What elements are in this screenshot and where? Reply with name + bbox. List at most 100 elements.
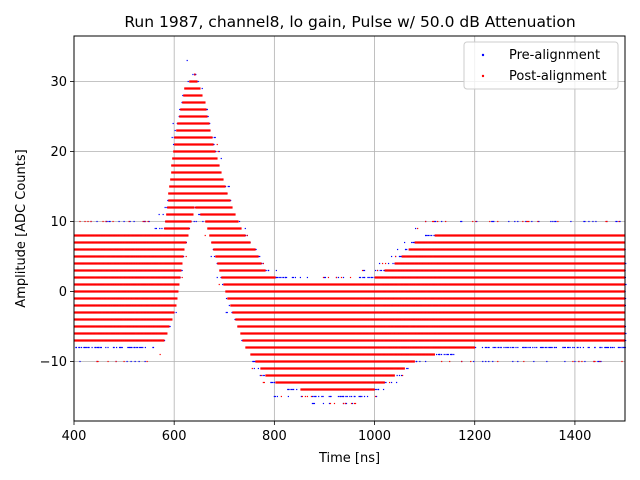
pre-alignment-point: [287, 388, 289, 391]
pre-alignment-point: [144, 360, 146, 363]
pre-alignment-point: [337, 276, 340, 279]
pre-alignment-point: [289, 388, 291, 391]
pre-alignment-point: [292, 388, 294, 391]
pre-alignment-point: [226, 311, 228, 314]
pre-alignment-point: [426, 234, 428, 237]
pre-alignment-point: [83, 346, 85, 349]
pre-alignment-point: [506, 346, 508, 349]
pre-alignment-point: [370, 276, 372, 279]
pre-alignment-point: [127, 346, 129, 349]
pre-alignment-point: [526, 346, 528, 349]
pre-alignment-point: [481, 346, 484, 349]
pre-alignment-point: [133, 220, 135, 223]
pre-alignment-point: [314, 395, 316, 398]
pre-alignment-point: [169, 325, 171, 328]
pre-alignment-point: [98, 346, 100, 349]
pre-alignment-point: [358, 395, 360, 398]
pre-alignment-point: [339, 395, 341, 398]
pre-alignment-point: [131, 346, 133, 349]
pre-alignment-point: [508, 346, 510, 349]
pre-alignment-point: [436, 353, 438, 356]
pre-alignment-point: [349, 395, 351, 398]
pre-alignment-point: [427, 234, 430, 237]
pre-alignment-point: [181, 269, 183, 272]
pre-alignment-point: [433, 234, 435, 237]
pre-alignment-point: [207, 115, 209, 118]
pre-alignment-point: [392, 262, 394, 265]
pre-alignment-point: [213, 143, 215, 146]
pre-alignment-point: [383, 269, 385, 272]
pre-alignment-point: [292, 276, 294, 279]
pre-alignment-point: [413, 241, 415, 244]
pre-alignment-point: [443, 353, 445, 356]
pre-alignment-point: [377, 388, 380, 391]
pre-alignment-point: [568, 346, 570, 349]
pre-alignment-point: [517, 346, 519, 349]
pre-alignment-point: [579, 346, 581, 349]
pre-alignment-point: [562, 346, 564, 349]
pre-alignment-point: [258, 255, 260, 258]
pre-alignment-point: [485, 360, 487, 363]
pre-alignment-point: [528, 346, 530, 349]
pre-alignment-point: [225, 311, 227, 314]
pre-alignment-point: [112, 346, 115, 349]
pre-alignment-point: [487, 346, 489, 349]
pre-alignment-point: [476, 220, 478, 223]
pre-alignment-point: [493, 346, 496, 349]
pre-alignment-point: [382, 388, 385, 391]
pre-alignment-point: [550, 346, 552, 349]
pre-alignment-point: [271, 381, 274, 384]
pre-alignment-point: [488, 360, 490, 363]
pre-alignment-point: [534, 346, 536, 349]
pre-alignment-point: [162, 213, 164, 216]
pre-alignment-point: [257, 367, 259, 370]
pre-alignment-point: [273, 381, 275, 384]
pre-alignment-point: [517, 360, 519, 363]
pre-alignment-point: [293, 388, 295, 391]
pre-alignment-point: [552, 220, 554, 223]
pre-alignment-point: [282, 276, 285, 279]
pre-alignment-point: [492, 346, 494, 349]
pre-alignment-point: [491, 220, 493, 223]
pre-alignment-point: [230, 199, 232, 202]
pre-alignment-point: [228, 185, 230, 188]
pre-alignment-point: [512, 360, 514, 363]
pre-alignment-point: [350, 395, 353, 398]
pre-alignment-point: [374, 388, 376, 391]
pre-alignment-point: [216, 276, 218, 279]
pre-alignment-point: [142, 346, 144, 349]
pre-alignment-point: [161, 227, 163, 230]
pre-alignment-point: [78, 346, 80, 349]
pre-alignment-point: [550, 220, 552, 223]
pre-alignment-point: [517, 220, 519, 223]
pre-alignment-point: [569, 346, 571, 349]
pre-alignment-point: [342, 276, 345, 279]
pre-alignment-point: [187, 80, 189, 83]
pre-alignment-point: [123, 220, 125, 223]
pre-alignment-point: [128, 346, 130, 349]
pre-alignment-point: [447, 353, 449, 356]
pre-alignment-point: [139, 346, 142, 349]
pre-alignment-point: [158, 213, 160, 216]
pre-alignment-point: [573, 346, 575, 349]
pre-alignment-point: [498, 346, 500, 349]
pre-alignment-point: [119, 346, 121, 349]
pre-alignment-point: [313, 402, 316, 405]
pre-alignment-point: [268, 269, 270, 272]
pre-alignment-point: [510, 346, 512, 349]
pre-alignment-point: [261, 262, 263, 265]
pre-alignment-point: [574, 360, 576, 363]
pre-alignment-point: [164, 206, 166, 209]
pre-alignment-point: [154, 227, 156, 230]
pre-alignment-point: [138, 346, 140, 349]
pre-alignment-point: [555, 220, 557, 223]
pre-alignment-point: [425, 234, 427, 237]
pre-alignment-point: [329, 395, 331, 398]
pre-alignment-point: [539, 346, 542, 349]
pre-alignment-point: [324, 276, 327, 279]
pre-alignment-point: [255, 248, 257, 251]
pre-alignment-point: [86, 346, 88, 349]
pre-alignment-point: [94, 346, 97, 349]
pre-alignment-point: [533, 360, 535, 363]
pre-alignment-point: [265, 269, 267, 272]
